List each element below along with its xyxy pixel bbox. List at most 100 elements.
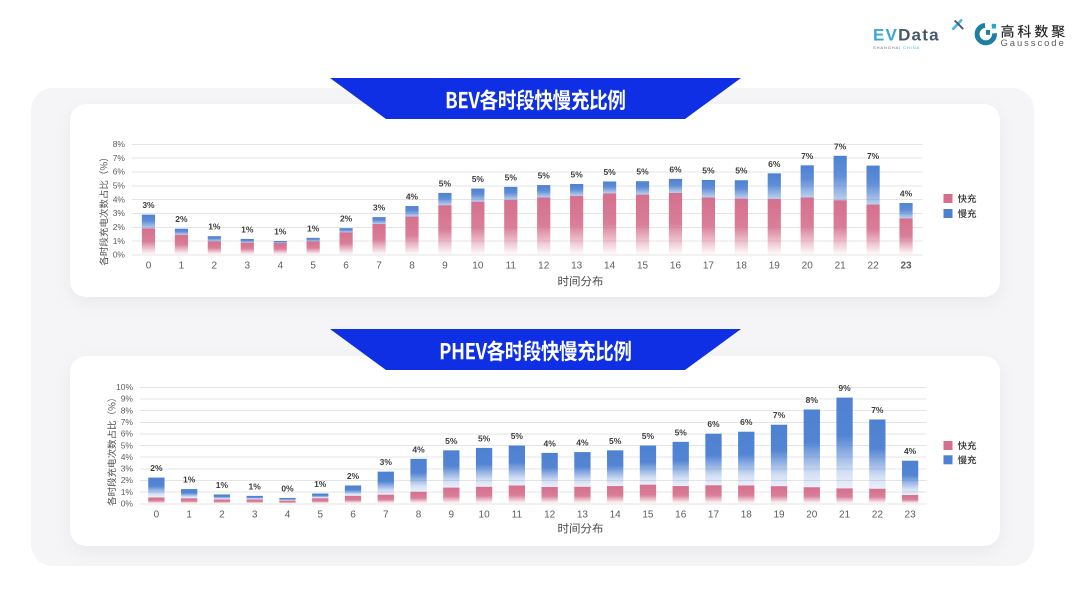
- svg-text:6%: 6%: [768, 159, 781, 169]
- svg-text:1%: 1%: [274, 227, 287, 237]
- svg-text:4%: 4%: [576, 438, 589, 448]
- svg-text:20: 20: [806, 510, 818, 521]
- svg-text:3%: 3%: [142, 200, 155, 210]
- svg-text:9: 9: [449, 510, 455, 521]
- svg-text:5%: 5%: [478, 433, 491, 443]
- svg-text:6%: 6%: [707, 419, 720, 429]
- svg-text:1%: 1%: [113, 236, 126, 246]
- svg-text:16: 16: [670, 260, 682, 271]
- svg-text:1%: 1%: [241, 224, 254, 234]
- svg-text:7: 7: [376, 260, 382, 271]
- svg-text:19: 19: [773, 510, 785, 521]
- svg-text:7%: 7%: [773, 410, 786, 420]
- svg-text:6%: 6%: [113, 167, 126, 177]
- svg-text:7%: 7%: [113, 153, 126, 163]
- svg-text:2%: 2%: [113, 222, 126, 232]
- svg-text:0%: 0%: [113, 250, 126, 260]
- svg-text:0: 0: [154, 510, 160, 521]
- svg-text:Gausscode: Gausscode: [1001, 38, 1066, 49]
- svg-text:5%: 5%: [571, 169, 584, 179]
- svg-text:8: 8: [409, 260, 415, 271]
- svg-text:5%: 5%: [675, 427, 688, 437]
- svg-text:2: 2: [219, 510, 225, 521]
- svg-text:5%: 5%: [642, 431, 655, 441]
- svg-text:2%: 2%: [340, 214, 353, 224]
- svg-text:2%: 2%: [175, 214, 188, 224]
- svg-text:7%: 7%: [834, 141, 847, 151]
- svg-text:3%: 3%: [113, 208, 126, 218]
- svg-text:17: 17: [703, 260, 715, 271]
- svg-text:15: 15: [642, 510, 654, 521]
- svg-text:5: 5: [310, 260, 316, 271]
- svg-text:5: 5: [317, 510, 323, 521]
- svg-text:6%: 6%: [121, 429, 134, 439]
- svg-text:11: 11: [506, 260, 517, 271]
- svg-text:5%: 5%: [439, 178, 452, 188]
- svg-text:14: 14: [610, 510, 622, 521]
- svg-text:23: 23: [900, 260, 912, 271]
- svg-text:5%: 5%: [472, 174, 485, 184]
- svg-text:7%: 7%: [121, 417, 134, 427]
- svg-text:5%: 5%: [121, 440, 134, 450]
- svg-text:6%: 6%: [669, 164, 682, 174]
- svg-text:4%: 4%: [543, 438, 556, 448]
- svg-text:6: 6: [343, 260, 349, 271]
- svg-text:21: 21: [835, 260, 847, 271]
- svg-text:3%: 3%: [121, 464, 134, 474]
- svg-text:5%: 5%: [735, 166, 748, 176]
- svg-text:2%: 2%: [150, 463, 163, 473]
- svg-text:8: 8: [416, 510, 422, 521]
- svg-text:18: 18: [736, 260, 748, 271]
- svg-text:SHANGHAI CHINA: SHANGHAI CHINA: [873, 45, 920, 50]
- svg-text:13: 13: [577, 510, 589, 521]
- svg-text:3%: 3%: [373, 203, 386, 213]
- svg-text:4: 4: [277, 260, 283, 271]
- svg-text:0%: 0%: [121, 499, 134, 509]
- svg-text:4%: 4%: [904, 446, 917, 456]
- svg-text:5%: 5%: [603, 167, 616, 177]
- svg-text:9%: 9%: [121, 394, 134, 404]
- svg-text:5%: 5%: [445, 436, 458, 446]
- svg-text:11: 11: [512, 510, 523, 521]
- svg-text:12: 12: [538, 260, 550, 271]
- svg-text:10%: 10%: [116, 382, 133, 392]
- svg-text:0: 0: [146, 260, 152, 271]
- svg-text:2%: 2%: [121, 475, 134, 485]
- svg-text:5%: 5%: [636, 167, 649, 177]
- svg-text:7%: 7%: [801, 151, 814, 161]
- svg-text:5%: 5%: [702, 165, 715, 175]
- svg-text:1%: 1%: [121, 487, 134, 497]
- svg-text:9: 9: [442, 260, 448, 271]
- svg-text:18: 18: [741, 510, 753, 521]
- svg-text:19: 19: [769, 260, 781, 271]
- svg-text:6: 6: [350, 510, 356, 521]
- svg-text:17: 17: [708, 510, 720, 521]
- svg-text:1%: 1%: [183, 475, 196, 485]
- svg-text:1%: 1%: [314, 479, 327, 489]
- svg-text:3%: 3%: [380, 457, 393, 467]
- svg-text:21: 21: [839, 510, 851, 521]
- svg-text:5%: 5%: [511, 431, 524, 441]
- svg-text:8%: 8%: [121, 405, 134, 415]
- svg-text:10: 10: [479, 510, 491, 521]
- svg-text:22: 22: [868, 260, 880, 271]
- svg-text:9%: 9%: [838, 383, 851, 393]
- svg-text:4%: 4%: [113, 194, 126, 204]
- svg-text:6%: 6%: [740, 417, 753, 427]
- svg-text:4: 4: [285, 510, 291, 521]
- svg-text:5%: 5%: [538, 171, 551, 181]
- svg-text:2%: 2%: [347, 471, 360, 481]
- svg-text:4%: 4%: [406, 192, 419, 202]
- svg-text:4%: 4%: [900, 189, 913, 199]
- svg-text:7%: 7%: [867, 151, 880, 161]
- svg-text:5%: 5%: [113, 181, 126, 191]
- svg-text:3: 3: [252, 510, 258, 521]
- svg-text:1: 1: [186, 510, 192, 521]
- svg-text:20: 20: [802, 260, 814, 271]
- svg-text:5%: 5%: [505, 172, 518, 182]
- svg-text:23: 23: [905, 510, 917, 521]
- svg-text:13: 13: [571, 260, 583, 271]
- svg-text:3: 3: [244, 260, 250, 271]
- svg-text:15: 15: [637, 260, 649, 271]
- svg-text:1: 1: [179, 260, 185, 271]
